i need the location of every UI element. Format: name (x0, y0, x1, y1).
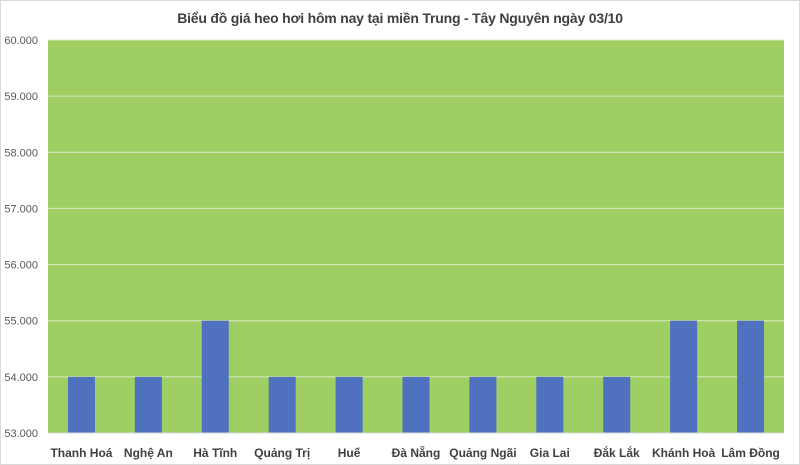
plot-area (48, 40, 784, 433)
x-tick-label: Thanh Hoá (50, 446, 112, 460)
x-tick-label: Quảng Ngãi (449, 446, 516, 460)
x-tick-label: Đắk Lắk (594, 445, 640, 460)
bar (670, 320, 698, 433)
bar (268, 376, 296, 433)
x-tick-label: Đà Nẵng (392, 445, 441, 460)
x-tick-label: Quảng Trị (254, 446, 310, 460)
bar (603, 376, 631, 433)
bar (402, 376, 430, 433)
bar (134, 376, 162, 433)
bar (201, 320, 229, 433)
x-tick-label: Khánh Hoà (652, 446, 716, 460)
y-tick-label: 56.000 (4, 260, 38, 272)
bar (536, 376, 564, 433)
y-tick-label: 57.000 (4, 203, 38, 215)
y-tick-label: 53.000 (4, 428, 38, 440)
bar (469, 376, 497, 433)
x-tick-label: Nghệ An (124, 446, 173, 460)
x-tick-label: Hà Tĩnh (193, 446, 237, 460)
x-tick-label: Huế (338, 446, 361, 460)
x-tick-label: Gia Lai (530, 446, 570, 460)
y-tick-label: 54.000 (4, 372, 38, 384)
y-tick-label: 58.000 (4, 147, 38, 159)
bar (737, 320, 765, 433)
chart-title: Biểu đồ giá heo hơi hôm nay tại miền Tru… (177, 10, 623, 26)
bar (335, 376, 363, 433)
y-tick-label: 59.000 (4, 91, 38, 103)
y-tick-label: 55.000 (4, 316, 38, 328)
x-tick-label: Lâm Đồng (721, 446, 780, 460)
y-tick-label: 60.000 (4, 35, 38, 47)
bar (67, 376, 95, 433)
